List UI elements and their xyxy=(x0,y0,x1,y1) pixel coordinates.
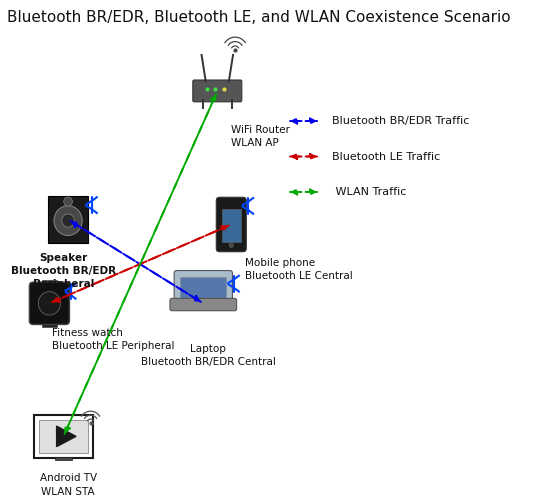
FancyBboxPatch shape xyxy=(170,298,237,311)
Text: Bluetooth BR/EDR Traffic: Bluetooth BR/EDR Traffic xyxy=(332,116,469,126)
Circle shape xyxy=(64,197,72,206)
Circle shape xyxy=(54,206,82,235)
Text: Bluetooth LE Traffic: Bluetooth LE Traffic xyxy=(332,152,440,161)
FancyBboxPatch shape xyxy=(216,197,246,251)
Text: Speaker
Bluetooth BR/EDR
Peripheral: Speaker Bluetooth BR/EDR Peripheral xyxy=(11,253,116,289)
Text: Fitness watch
Bluetooth LE Peripheral: Fitness watch Bluetooth LE Peripheral xyxy=(52,328,174,351)
FancyBboxPatch shape xyxy=(29,282,70,325)
Bar xyxy=(222,209,241,242)
Bar xyxy=(42,319,57,327)
Text: Mobile phone
Bluetooth LE Central: Mobile phone Bluetooth LE Central xyxy=(245,258,353,281)
Circle shape xyxy=(62,214,75,227)
Text: Laptop
Bluetooth BR/EDR Central: Laptop Bluetooth BR/EDR Central xyxy=(141,344,275,367)
Bar xyxy=(55,457,72,461)
Text: WiFi Router
WLAN AP: WiFi Router WLAN AP xyxy=(231,125,290,148)
FancyBboxPatch shape xyxy=(174,271,232,304)
FancyBboxPatch shape xyxy=(193,80,242,102)
Text: Bluetooth BR/EDR, Bluetooth LE, and WLAN Coexistence Scenario: Bluetooth BR/EDR, Bluetooth LE, and WLAN… xyxy=(7,10,511,25)
Circle shape xyxy=(229,243,233,247)
Circle shape xyxy=(38,292,61,315)
Polygon shape xyxy=(57,426,76,447)
Text: WLAN Traffic: WLAN Traffic xyxy=(332,187,406,197)
Bar xyxy=(49,196,88,243)
FancyBboxPatch shape xyxy=(34,415,93,458)
Bar xyxy=(42,280,57,288)
Bar xyxy=(39,420,88,453)
Text: Android TV
WLAN STA: Android TV WLAN STA xyxy=(40,473,97,496)
Bar xyxy=(181,277,226,299)
